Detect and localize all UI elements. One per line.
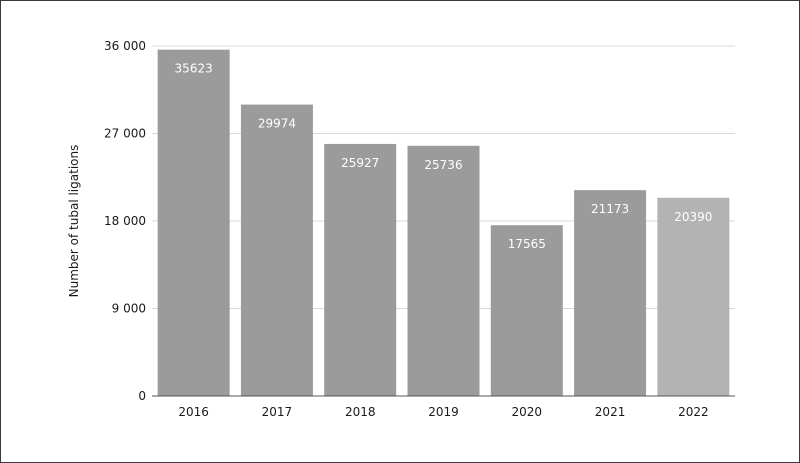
x-tick-label-2018: 2018 <box>345 405 376 419</box>
bar-2022 <box>657 197 730 396</box>
y-axis-ticks: 0 9 000 18 000 27 000 36 000 <box>104 39 146 403</box>
x-tick-label-2019: 2019 <box>428 405 459 419</box>
bar-2018 <box>324 143 397 396</box>
bars <box>157 49 730 396</box>
bar-2020 <box>490 225 563 396</box>
data-label-2017: 29974 <box>258 117 296 131</box>
bar-2016 <box>157 49 230 396</box>
y-tick-label: 0 <box>138 389 146 403</box>
x-tick-label-2017: 2017 <box>262 405 293 419</box>
x-tick-label-2021: 2021 <box>595 405 626 419</box>
bar-2021 <box>574 190 647 396</box>
data-label-2022: 20390 <box>674 210 712 224</box>
bar-2019 <box>407 145 480 396</box>
bar-2017 <box>240 104 313 396</box>
x-tick-label-2016: 2016 <box>178 405 209 419</box>
y-tick-label: 27 000 <box>104 127 146 141</box>
y-tick-label: 18 000 <box>104 214 146 228</box>
data-label-2018: 25927 <box>341 156 379 170</box>
data-label-2019: 25736 <box>424 158 462 172</box>
data-label-2020: 17565 <box>508 237 546 251</box>
x-tick-label-2020: 2020 <box>512 405 543 419</box>
data-labels: 35623 29974 25927 25736 17565 21173 20390 <box>175 62 713 252</box>
y-tick-label: 9 000 <box>112 302 146 316</box>
y-axis-label: Number of tubal ligations <box>67 145 81 298</box>
x-axis-ticks: 2016 2017 2018 2019 2020 2021 2022 <box>178 405 708 419</box>
data-label-2016: 35623 <box>175 62 213 76</box>
data-label-2021: 21173 <box>591 202 629 216</box>
x-tick-label-2022: 2022 <box>678 405 709 419</box>
y-tick-label: 36 000 <box>104 39 146 53</box>
